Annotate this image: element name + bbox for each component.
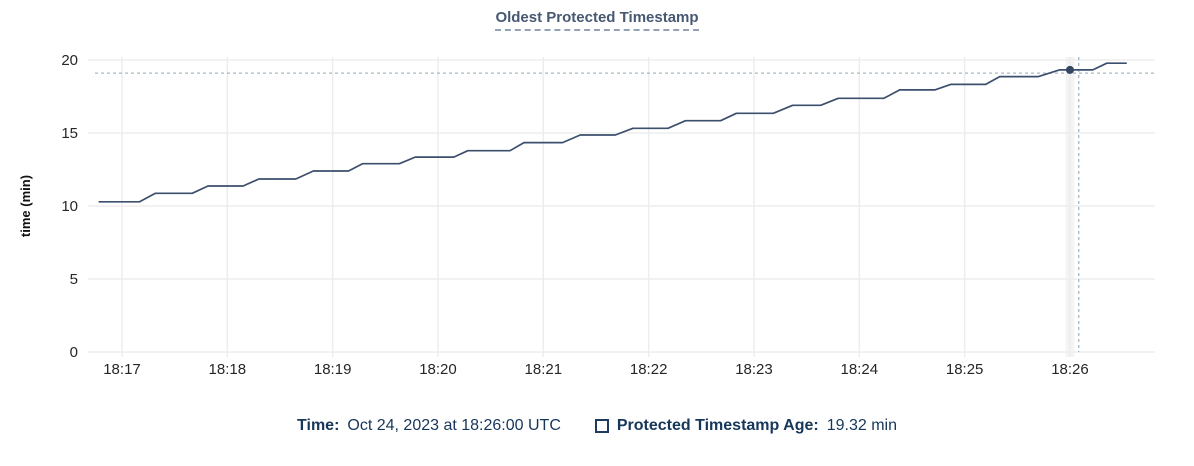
highlighted-data-point (1065, 65, 1074, 74)
x-tick-label: 18:20 (419, 361, 457, 378)
y-tick-label: 5 (70, 271, 78, 288)
legend-series-label: Protected Timestamp Age: (616, 417, 819, 434)
legend-time-label: Time: (297, 417, 340, 434)
legend-time-value: Oct 24, 2023 at 18:26:00 UTC (347, 417, 561, 434)
legend-series-toggle[interactable]: Protected Timestamp Age: 19.32 min (594, 417, 897, 435)
x-tick-label: 18:23 (735, 361, 773, 378)
series-checkbox-icon[interactable] (594, 419, 609, 433)
y-tick-label: 0 (70, 344, 78, 361)
y-tick-label: 15 (61, 125, 78, 142)
y-tick-label: 10 (61, 198, 78, 215)
series-line (98, 62, 1127, 203)
x-tick-label: 18:26 (1051, 361, 1089, 378)
chart-title-row: Oldest Protected Timestamp (0, 9, 1194, 31)
x-tick-label: 18:22 (630, 361, 668, 378)
y-axis-title: time (min) (18, 175, 33, 237)
x-tick-label: 18:21 (525, 361, 563, 378)
legend-time-group: Time: Oct 24, 2023 at 18:26:00 UTC (297, 417, 561, 435)
chart-title[interactable]: Oldest Protected Timestamp (495, 9, 699, 31)
y-tick-label: 20 (61, 52, 78, 69)
x-tick-label: 18:24 (841, 361, 879, 378)
hover-legend: Time: Oct 24, 2023 at 18:26:00 UTC Prote… (0, 417, 1194, 435)
x-tick-label: 18:25 (946, 361, 984, 378)
legend-series-value: 19.32 min (826, 417, 897, 434)
x-tick-label: 18:19 (314, 361, 352, 378)
x-tick-label: 18:18 (209, 361, 247, 378)
x-tick-label: 18:17 (103, 361, 141, 378)
chart-plot-area[interactable]: 0 5 10 15 20 18:17 18:18 18:19 18:20 18:21 18:22 18… (0, 40, 1194, 390)
